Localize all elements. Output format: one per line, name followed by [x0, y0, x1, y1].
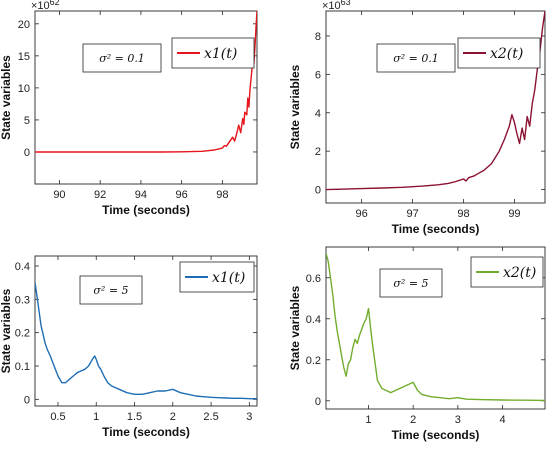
x-tick-label: 0.5: [50, 411, 65, 423]
x-axis-label: Time (seconds): [392, 428, 480, 442]
y-tick-label: 5: [24, 115, 30, 127]
y-tick-label: 15: [18, 51, 30, 63]
x-tick-label: 2: [410, 414, 416, 426]
annotation-box: [376, 43, 456, 73]
legend-label: x2(t): [490, 46, 523, 62]
series-line-x1t: [35, 282, 257, 400]
y-tick-label: 0: [315, 185, 321, 197]
x-axis-label: Time (seconds): [102, 425, 190, 439]
x-tick-label: 1: [365, 414, 371, 426]
x-tick-label: 4: [499, 414, 505, 426]
x-axis-label: Time (seconds): [102, 203, 190, 217]
chart-panel-1: 90 92 94 96 98 0 5 10 15 20×1062 Time (seconds) Sta…: [0, 0, 258, 217]
legend-label: x1(t): [212, 270, 245, 286]
annotation-text: σ² = 0.1: [393, 52, 439, 65]
chart-panel-4: 1 2 3 4 0 0.2 0.4 0.6 Time (seconds) State variab…: [288, 246, 546, 442]
x-tick-label: 2.5: [203, 411, 218, 423]
series-line-x1t: [35, 11, 257, 153]
annotation-box: [79, 275, 143, 305]
x-tick-label: 98: [457, 208, 469, 220]
series-line-x2t: [326, 253, 545, 402]
y-axis-label: State variables: [288, 64, 302, 149]
y-tick-label: 0.3: [15, 294, 30, 306]
y-tick-label: 10: [18, 83, 30, 95]
y-tick-label: 0.2: [15, 328, 30, 340]
x-tick-label: 3: [455, 414, 461, 426]
x-tick-label: 96: [176, 189, 188, 201]
y-tick-label: 4: [315, 108, 321, 120]
chart-panel-2: 96 97 98 99 0 2 4 6 8 ×1063 Time (seconds) State va…: [288, 0, 546, 236]
y-tick-label: 0.1: [15, 361, 30, 373]
y-tick-label: 0.2: [306, 355, 321, 367]
series-line-x2t: [326, 11, 545, 191]
y-tick-label: 0: [24, 147, 30, 159]
x-tick-label: 3: [246, 411, 252, 423]
x-tick-label: 99: [508, 208, 520, 220]
y-tick-label: 20: [18, 19, 30, 31]
annotation-text: σ² = 5: [93, 284, 128, 297]
y-axis-label: State variables: [288, 285, 302, 370]
legend-label: x1(t): [204, 46, 237, 62]
x-tick-label: 1.5: [127, 411, 142, 423]
x-tick-label: 98: [216, 189, 228, 201]
annotation-text: σ² = 5: [393, 277, 428, 290]
plot-area: [34, 10, 258, 185]
axis-exponent-label: ×1063: [322, 0, 351, 12]
y-tick-label: 0: [24, 394, 30, 406]
y-tick-label: 0: [315, 396, 321, 408]
x-tick-label: 96: [356, 208, 368, 220]
x-tick-label: 90: [53, 189, 65, 201]
annotation-text: σ² = 0.1: [99, 52, 145, 65]
annotation-box: [82, 43, 162, 73]
x-tick-label: 1: [93, 411, 99, 423]
x-tick-label: 94: [135, 189, 147, 201]
y-tick-label: 0.4: [15, 261, 30, 273]
y-axis-label: State variables: [0, 55, 13, 140]
y-tick-label: 8: [315, 31, 321, 43]
y-tick-label: 6: [315, 69, 321, 81]
chart-panel-3: 0.5 1 1.5 2 2.5 3 0 0.1 0.2 0.3 0.4 Time (seconds) S…: [0, 255, 258, 439]
y-tick-label: 0.4: [306, 314, 321, 326]
x-tick-label: 2: [170, 411, 176, 423]
x-tick-label: 97: [406, 208, 418, 220]
y-tick-label: 2: [315, 146, 321, 158]
y-axis-label: State variables: [0, 288, 13, 373]
annotation-box: [379, 268, 443, 298]
x-tick-label: 92: [94, 189, 106, 201]
legend-label: x2(t): [503, 265, 536, 281]
y-tick-label: 0.6: [306, 273, 321, 285]
axis-exponent-label: ×1062: [31, 0, 60, 12]
x-axis-label: Time (seconds): [392, 222, 480, 236]
